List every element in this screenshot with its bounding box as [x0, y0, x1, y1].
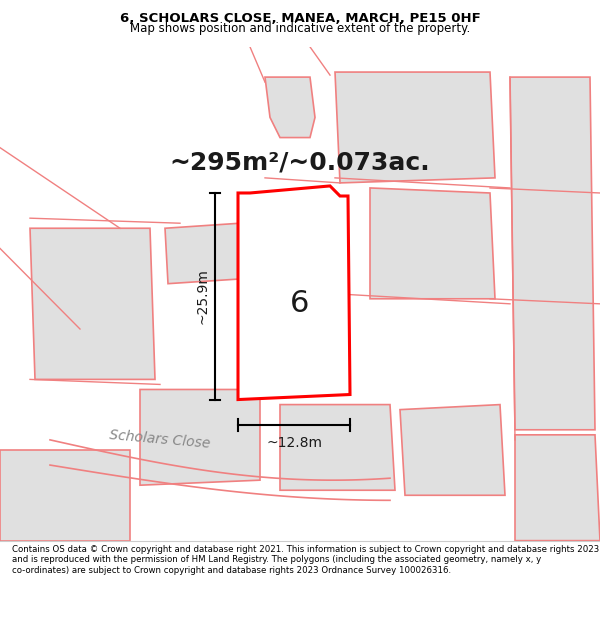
Text: ~295m²/~0.073ac.: ~295m²/~0.073ac.	[170, 151, 430, 175]
Polygon shape	[510, 77, 595, 430]
Text: Map shows position and indicative extent of the property.: Map shows position and indicative extent…	[130, 22, 470, 35]
Text: Scholars Close: Scholars Close	[109, 429, 211, 451]
Polygon shape	[238, 186, 350, 399]
Polygon shape	[370, 188, 495, 299]
Polygon shape	[400, 404, 505, 495]
Polygon shape	[280, 404, 395, 490]
Text: ~12.8m: ~12.8m	[266, 436, 322, 450]
Polygon shape	[335, 72, 495, 183]
Text: 6: 6	[290, 289, 310, 318]
Text: Contains OS data © Crown copyright and database right 2021. This information is : Contains OS data © Crown copyright and d…	[12, 545, 599, 574]
Polygon shape	[30, 228, 155, 379]
Text: ~25.9m: ~25.9m	[196, 268, 210, 324]
Text: 6, SCHOLARS CLOSE, MANEA, MARCH, PE15 0HF: 6, SCHOLARS CLOSE, MANEA, MARCH, PE15 0H…	[119, 12, 481, 25]
Polygon shape	[265, 77, 315, 138]
Polygon shape	[165, 223, 245, 284]
Polygon shape	[0, 450, 130, 541]
Polygon shape	[515, 435, 600, 541]
Polygon shape	[140, 389, 260, 485]
